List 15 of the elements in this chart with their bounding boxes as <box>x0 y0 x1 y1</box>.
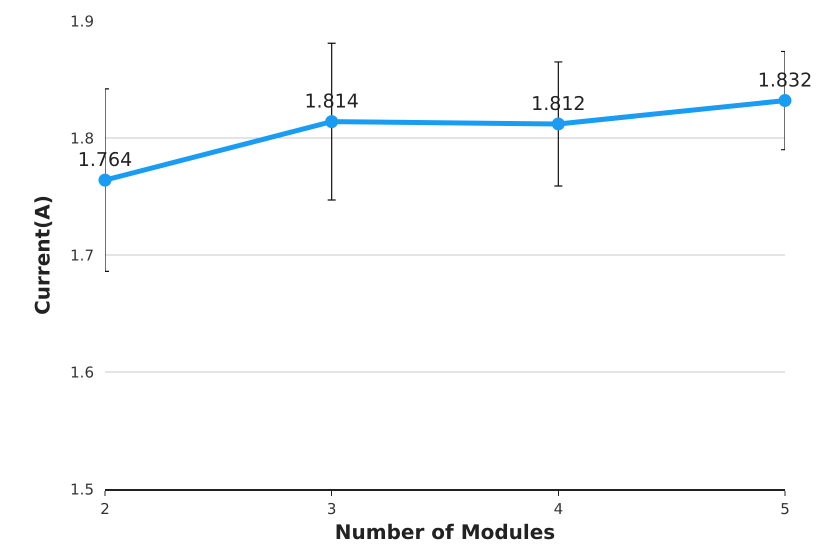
y-tick-label: 1.9 <box>70 12 94 30</box>
y-tick-label: 1.7 <box>70 246 94 264</box>
x-tick-label: 5 <box>780 500 790 518</box>
x-tick-label: 3 <box>326 500 336 518</box>
y-tick-label: 1.6 <box>70 363 94 382</box>
point <box>98 174 112 187</box>
x-tick-label: 4 <box>554 500 564 518</box>
point <box>778 94 792 108</box>
x-axis-title: Number of Modules <box>334 520 556 544</box>
y-tick-label: 1.5 <box>70 480 94 498</box>
point <box>325 115 338 128</box>
x-tick-label: 2 <box>100 500 110 518</box>
y-axis-title: Current(A) <box>30 195 55 315</box>
y-tick-label: 1.8 <box>70 129 94 148</box>
point <box>552 117 565 130</box>
